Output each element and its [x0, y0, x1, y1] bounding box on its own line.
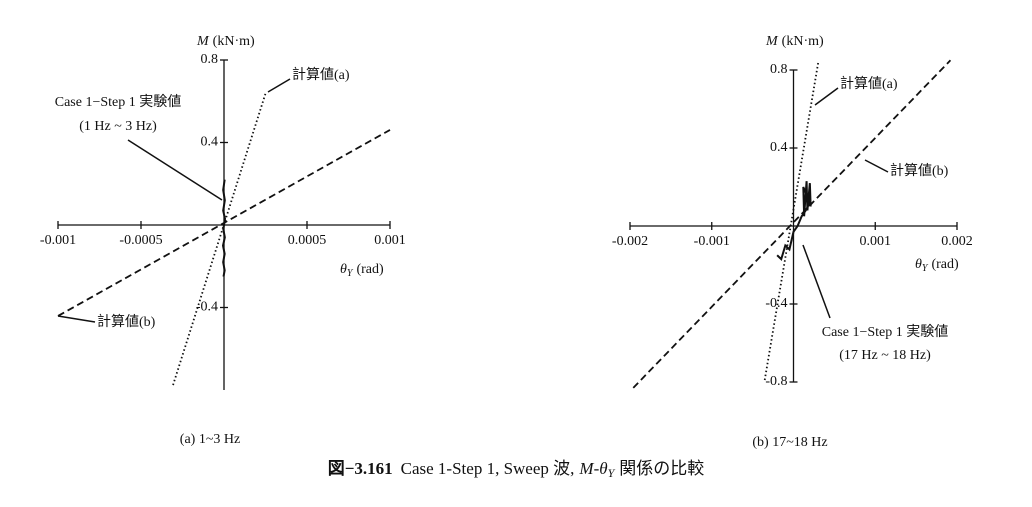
caption-rest: 関係の比較: [619, 459, 704, 478]
series-note: (1 Hz ~ 3 Hz): [79, 119, 157, 134]
y-tick-label: -0.4: [196, 300, 218, 315]
caption-sub: Y: [608, 466, 616, 480]
caption-text: Case 1-Step 1, Sweep 波,: [401, 459, 575, 478]
x-axis-label: θY (rad): [340, 262, 384, 279]
leader-line: [57, 315, 96, 323]
y-tick-label: 0.8: [201, 52, 219, 67]
x-label-sub: Y: [922, 263, 929, 274]
series-line: [221, 179, 227, 277]
series-note: (17 Hz ~ 18 Hz): [839, 348, 931, 363]
y-tick-label: -0.4: [765, 296, 787, 311]
y-axis-label: M (kN·m): [765, 34, 824, 49]
y-tick-label: 0.4: [201, 135, 219, 150]
series-line: [776, 181, 812, 261]
y-tick-label: 0.4: [770, 140, 788, 155]
series-label: Case 1−Step 1 実験値: [55, 94, 182, 110]
x-tick-label: -0.001: [694, 234, 730, 249]
x-label-unit: (rad): [356, 262, 384, 277]
x-tick-label: -0.002: [612, 234, 648, 249]
leader-line: [267, 78, 291, 93]
x-tick-label: 0.001: [374, 233, 406, 248]
y-label-symbol: M: [196, 34, 210, 49]
y-label-unit: (kN·m): [782, 34, 824, 49]
x-label-symbol: θ: [340, 262, 347, 277]
x-label-unit: (rad): [931, 257, 959, 272]
series-line: [172, 91, 267, 386]
series-label: 計算値(b): [97, 314, 156, 330]
series-label: 計算値(b): [890, 163, 949, 179]
series-line: [632, 59, 952, 389]
series-label: Case 1−Step 1 実験値: [822, 324, 949, 340]
x-tick-label: 0.002: [941, 234, 973, 249]
y-label-symbol: M: [765, 34, 779, 49]
series-label: 計算値(a): [292, 67, 350, 83]
panel-label: (b) 17~18 Hz: [752, 435, 827, 450]
x-label-sub: Y: [347, 268, 354, 279]
leader-line: [814, 87, 839, 106]
leader-line: [802, 244, 831, 319]
series-line: [763, 62, 820, 381]
caption: 図−3.161 Case 1-Step 1, Sweep 波, M-θY 関係の比較: [328, 459, 705, 480]
caption-number: 図−3.161: [328, 459, 393, 478]
x-tick-label: -0.0005: [119, 233, 162, 248]
caption-m: M: [578, 459, 594, 478]
y-tick-label: 0.8: [770, 62, 788, 77]
series-label: 計算値(a): [840, 76, 898, 92]
y-axis-label: M (kN·m): [196, 34, 255, 49]
x-tick-label: 0.001: [860, 234, 892, 249]
x-tick-label: 0.0005: [288, 233, 327, 248]
panel-label: (a) 1~3 Hz: [180, 432, 240, 447]
x-axis-label: θY (rad): [915, 257, 959, 274]
leader-line: [864, 159, 889, 173]
x-label-symbol: θ: [915, 257, 922, 272]
x-tick-label: -0.001: [40, 233, 76, 248]
caption-theta: θ: [599, 459, 607, 478]
caption-dash: -: [594, 459, 600, 478]
leader-line: [127, 139, 223, 201]
y-tick-label: -0.8: [765, 374, 787, 389]
y-label-unit: (kN·m): [213, 34, 255, 49]
